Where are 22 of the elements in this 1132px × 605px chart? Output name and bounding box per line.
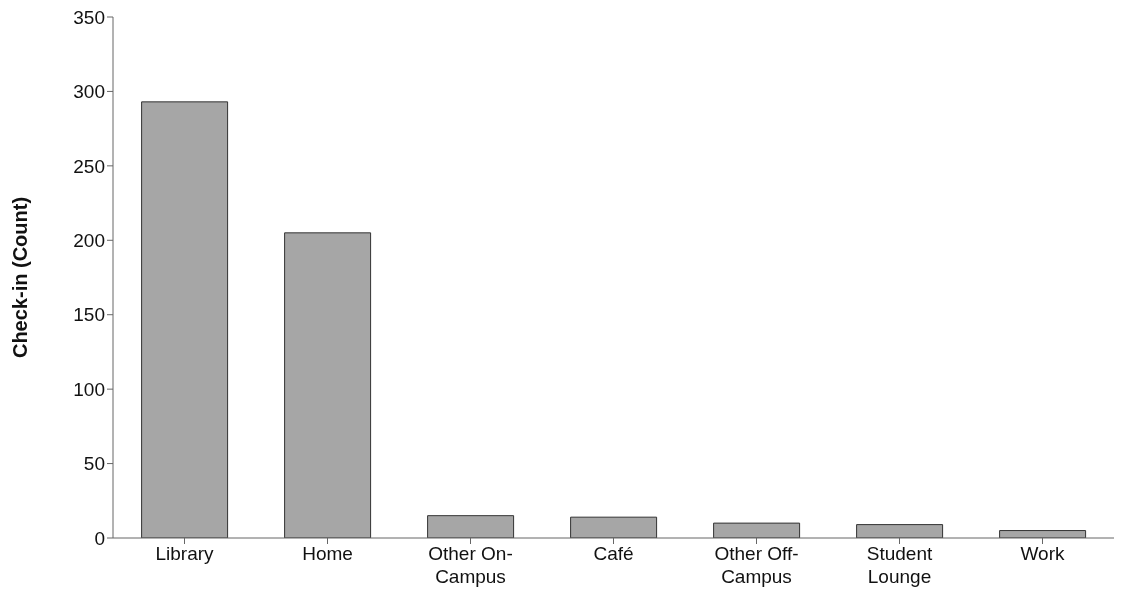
x-tick-label: Other Off-Campus	[714, 543, 799, 587]
x-tick-label: Home	[302, 543, 353, 564]
bar	[570, 516, 658, 538]
x-tick-label: Café	[593, 543, 634, 564]
y-tick-label: 50	[83, 453, 105, 475]
bar	[141, 101, 229, 538]
bar	[427, 515, 515, 538]
y-axis-title: Check-in (Count)	[9, 196, 32, 359]
bar	[713, 522, 801, 538]
x-tick-label: Other On-Campus	[428, 543, 513, 587]
bar	[284, 232, 372, 538]
x-tick-label: Work	[1020, 543, 1065, 564]
y-tick-label: 200	[73, 230, 105, 252]
y-tick-label: 300	[73, 81, 105, 103]
x-tick-label: Student Lounge	[866, 543, 933, 587]
x-tick-label: Library	[155, 543, 215, 564]
y-tick-label: 350	[73, 6, 105, 28]
y-tick-label: 100	[73, 378, 105, 400]
bar	[856, 524, 944, 538]
y-tick-label: 0	[94, 527, 105, 549]
y-tick-label: 150	[73, 304, 105, 326]
y-tick-label: 250	[73, 155, 105, 177]
